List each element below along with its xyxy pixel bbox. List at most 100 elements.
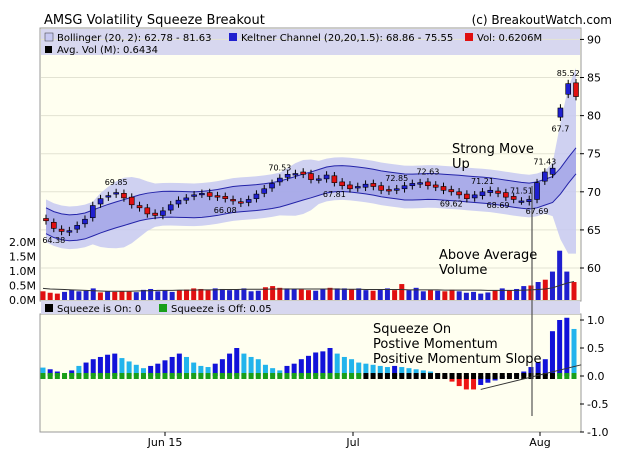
volume-bar bbox=[499, 288, 505, 300]
squeeze-dot bbox=[406, 373, 412, 379]
momentum-bar bbox=[176, 353, 182, 376]
momentum-bar bbox=[456, 376, 462, 387]
squeeze-dot bbox=[306, 373, 311, 379]
volume-bar bbox=[427, 290, 433, 300]
volume-bar bbox=[384, 288, 390, 300]
candle-body bbox=[43, 218, 49, 222]
price-label: 67.81 bbox=[323, 190, 346, 199]
volume-bar bbox=[356, 288, 362, 300]
volume-bar bbox=[227, 290, 233, 300]
avg-vol-swatch bbox=[45, 46, 52, 53]
momentum-tick-label: 0.0 bbox=[587, 370, 605, 383]
volume-bar bbox=[277, 287, 283, 300]
volume-bar bbox=[478, 293, 484, 300]
candle-body bbox=[378, 185, 384, 191]
candle-body bbox=[121, 193, 127, 199]
squeeze-dot bbox=[140, 373, 146, 379]
momentum-bar bbox=[327, 348, 333, 376]
volume-bar bbox=[184, 289, 190, 300]
momentum-bar bbox=[227, 353, 233, 376]
momentum-bar bbox=[133, 364, 139, 376]
squeeze-dot bbox=[564, 373, 570, 379]
squeeze-dot bbox=[442, 373, 448, 379]
momentum-bar bbox=[571, 328, 577, 376]
momentum-bar bbox=[528, 367, 534, 376]
volume-bar bbox=[370, 290, 376, 300]
volume-bar bbox=[270, 286, 276, 300]
candle-body bbox=[526, 199, 533, 203]
annotation-squeeze-1: Squeeze On bbox=[373, 322, 451, 337]
momentum-bar bbox=[392, 365, 398, 376]
volume-bar bbox=[571, 282, 577, 300]
momentum-bar bbox=[270, 368, 276, 376]
momentum-bar bbox=[542, 359, 548, 376]
candle-body bbox=[82, 218, 88, 225]
volume-bar bbox=[341, 288, 347, 300]
candle-body bbox=[66, 230, 73, 233]
momentum-bar bbox=[406, 368, 412, 376]
momentum-bar bbox=[212, 363, 218, 376]
squeeze-dot bbox=[248, 373, 254, 379]
squeeze-dot bbox=[184, 373, 190, 379]
candle-body bbox=[315, 178, 322, 181]
volume-bar bbox=[392, 290, 398, 300]
squeeze-dot bbox=[392, 373, 398, 379]
squeeze-dot bbox=[499, 373, 505, 379]
chart-title: AMSG Volatility Squeeze Breakout bbox=[44, 13, 265, 28]
volume-bar bbox=[169, 291, 175, 300]
candle-body bbox=[542, 171, 548, 182]
momentum-bar bbox=[349, 359, 355, 376]
squeeze-dot bbox=[535, 373, 541, 379]
price-label: 71.43 bbox=[533, 157, 556, 166]
momentum-bar bbox=[90, 359, 96, 376]
squeeze-dot bbox=[62, 373, 68, 379]
volume-bar bbox=[291, 288, 297, 300]
volume-bar bbox=[162, 290, 168, 300]
volume-bar bbox=[248, 291, 254, 300]
candle-body bbox=[74, 225, 80, 230]
candle-body bbox=[510, 196, 517, 200]
momentum-slope-line bbox=[480, 364, 582, 390]
squeeze-dot bbox=[133, 373, 139, 379]
squeeze-dot bbox=[148, 373, 154, 379]
squeeze-dot bbox=[162, 373, 168, 379]
squeeze-off-legend: Squeeze is Off: 0.05 bbox=[171, 304, 272, 315]
momentum-bar bbox=[478, 376, 484, 385]
volume-bar bbox=[83, 290, 89, 300]
momentum-bar bbox=[234, 348, 240, 376]
candle-body bbox=[253, 193, 260, 199]
squeeze-dot bbox=[54, 373, 60, 379]
price-label: 69.85 bbox=[105, 178, 128, 187]
momentum-tick-label: 1.0 bbox=[587, 314, 605, 327]
squeeze-dot bbox=[528, 373, 534, 379]
volume-bar bbox=[90, 288, 96, 300]
squeeze-dot bbox=[506, 373, 512, 379]
squeeze-dot bbox=[384, 373, 390, 379]
volume-bar bbox=[456, 291, 462, 300]
candle-body bbox=[471, 194, 478, 199]
volume-bar bbox=[506, 290, 512, 300]
price-label: 71.21 bbox=[471, 177, 494, 186]
momentum-bar bbox=[219, 359, 225, 376]
annotation-squeeze-2: Postive Momentum bbox=[373, 337, 498, 352]
copyright-text: (c) BreakoutWatch.com bbox=[472, 13, 612, 27]
squeeze-dot bbox=[169, 373, 175, 379]
squeeze-dot bbox=[327, 373, 333, 379]
volume-tick-label: 0.0M bbox=[9, 294, 36, 307]
candle-body bbox=[167, 204, 174, 211]
squeeze-dot bbox=[542, 373, 548, 379]
volume-bars bbox=[40, 250, 577, 300]
volume-bar bbox=[176, 290, 182, 300]
avg-vol-legend: Avg. Vol (M): 0.6434 bbox=[57, 45, 158, 56]
volume-bar bbox=[435, 290, 441, 300]
volume-tick-label: 2.0M bbox=[9, 236, 36, 249]
squeeze-dot bbox=[227, 373, 233, 379]
candle-body bbox=[199, 193, 205, 196]
candle-body bbox=[339, 181, 345, 187]
squeeze-dot bbox=[349, 373, 355, 379]
momentum-bar bbox=[119, 358, 125, 376]
date-tick-label: Aug bbox=[529, 436, 550, 449]
squeeze-dot bbox=[97, 373, 103, 379]
squeeze-dot bbox=[456, 373, 462, 379]
